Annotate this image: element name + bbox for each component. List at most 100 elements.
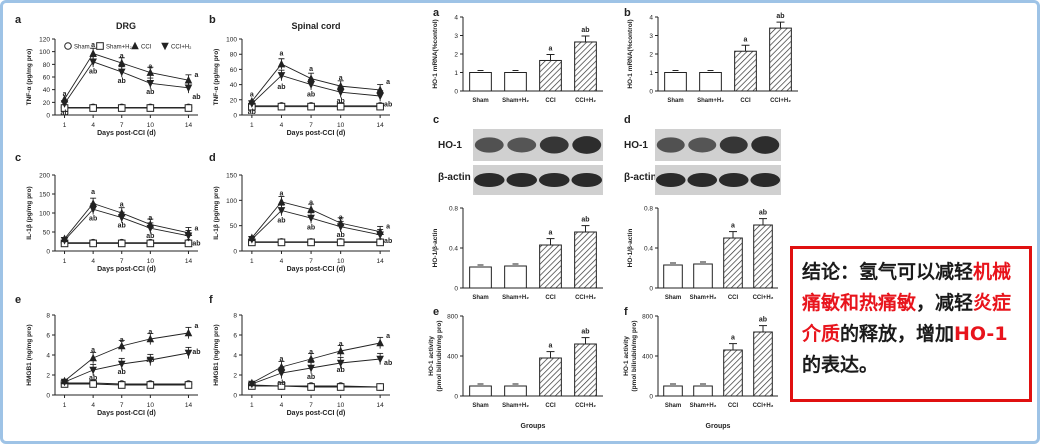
significance-label: a — [744, 36, 748, 43]
significance-label: ab — [146, 89, 154, 96]
panel-letter: e — [433, 306, 439, 318]
x-axis-label: Days post-CCI (d) — [287, 410, 346, 417]
data-point — [307, 354, 315, 363]
data-point — [60, 100, 69, 108]
bar — [539, 244, 562, 289]
y-axis-label: TNF-α (pg/mg pro) — [26, 49, 33, 106]
significance-label: a — [339, 75, 343, 82]
panel-title: DRG — [116, 21, 136, 31]
x-tick-label: 7 — [120, 122, 124, 129]
significance-label: ab — [337, 367, 345, 374]
panel-letter: a — [15, 14, 22, 26]
significance-label: ab — [146, 233, 154, 240]
category-label: CCI — [740, 98, 751, 104]
data-point — [307, 102, 315, 111]
x-tick-label: 14 — [185, 122, 193, 129]
panel-letter: d — [624, 114, 631, 126]
significance-label: ab — [277, 84, 285, 91]
data-point — [89, 380, 97, 388]
data-point — [307, 214, 315, 223]
data-point — [117, 239, 126, 248]
y-tick-label: 1 — [649, 70, 653, 77]
bar — [753, 224, 773, 289]
significance-label: ab — [192, 349, 200, 356]
significance-label: ab — [384, 102, 392, 109]
data-point — [117, 381, 126, 389]
y-tick-label: 2 — [46, 373, 50, 380]
legend-marker — [96, 42, 104, 50]
bar — [769, 27, 792, 92]
western-blot-d: d HO-1 β-actin — [624, 114, 781, 195]
conclusion-highlight-pain: 机械痛敏和热痛敏 — [802, 261, 1012, 314]
x-axis-label: Groups — [521, 423, 546, 430]
significance-label: a — [195, 225, 199, 232]
significance-label: ab — [277, 380, 285, 387]
y-tick-label: 400 — [642, 354, 653, 361]
significance-label: a — [195, 72, 199, 79]
significance-label: a — [386, 79, 390, 86]
data-point — [184, 349, 193, 358]
y-tick-label: 20 — [43, 100, 51, 107]
bar — [663, 264, 683, 289]
y-tick-label: 0.8 — [449, 206, 458, 213]
bar — [734, 50, 757, 92]
category-label: Sham — [665, 403, 681, 409]
significance-label: a — [63, 91, 67, 98]
significance-label: ab — [759, 317, 767, 324]
x-axis-label: Days post-CCI (d) — [287, 266, 346, 273]
y-axis-label: (pmol bilirubin/mg pro) — [631, 320, 638, 391]
significance-label: a — [280, 191, 284, 198]
data-point — [89, 239, 97, 248]
bar — [504, 385, 527, 397]
data-point — [376, 85, 384, 94]
y-tick-label: 0.8 — [644, 206, 653, 213]
y-tick-label: 4 — [454, 15, 458, 22]
data-point — [146, 381, 155, 389]
panel-title: Spinal cord — [291, 21, 340, 31]
data-point — [277, 369, 286, 378]
data-point — [146, 239, 155, 248]
data-point — [89, 353, 97, 362]
legend-label: Sham — [74, 45, 90, 51]
significance-label: ab — [581, 329, 589, 336]
data-point — [248, 100, 256, 108]
data-point — [336, 102, 345, 111]
x-axis-label: Groups — [706, 423, 731, 430]
category-label: Sham — [667, 98, 683, 104]
y-tick-label: 0 — [454, 286, 458, 293]
x-tick-label: 1 — [250, 122, 254, 129]
y-axis-label: HO-1/β-actin — [432, 229, 439, 268]
significance-label: ab — [384, 238, 392, 245]
data-point — [117, 58, 126, 67]
significance-label: a — [309, 349, 313, 356]
significance-label: ab — [307, 92, 315, 99]
significance-label: ab — [89, 216, 97, 223]
data-point — [184, 328, 193, 337]
panel-letter: b — [624, 7, 631, 19]
y-axis-label: HO-1/β-actin — [627, 229, 634, 268]
data-point — [277, 102, 286, 111]
data-point — [277, 72, 286, 80]
data-point — [376, 102, 384, 111]
significance-label: a — [120, 53, 124, 60]
significance-label: ab — [307, 374, 315, 381]
bar-chart-ho1-ratio-2: 0 0.4 0.8 Sham Sham+H₂ a CCI ab CCI+H₂ HO-1/β-act… — [432, 206, 603, 301]
y-tick-label: 6 — [233, 333, 237, 340]
x-axis-label: Days post-CCI (d) — [97, 410, 156, 417]
data-point — [336, 88, 345, 97]
panel-letter: c — [433, 114, 439, 126]
y-tick-label: 0 — [233, 249, 237, 256]
y-tick-label: 60 — [43, 75, 51, 82]
bar — [693, 385, 713, 397]
x-tick-label: 10 — [337, 122, 345, 129]
significance-label: a — [91, 189, 95, 196]
data-point — [146, 356, 155, 365]
data-point — [336, 383, 345, 391]
series-line-3 — [251, 358, 381, 385]
bar-chart-b: b 0 1 2 3 4 Sham Sham+H₂ a CCI ab CCI+H₂ HO-1 mRNA(%… — [624, 7, 798, 104]
bar-chart-e: e 0 400 800 Sham Sham+H₂ a CCI ab CCI+H₂ HO-1 acti… — [428, 306, 603, 430]
conclusion-mid-2: 的释放，增加 — [840, 323, 955, 345]
